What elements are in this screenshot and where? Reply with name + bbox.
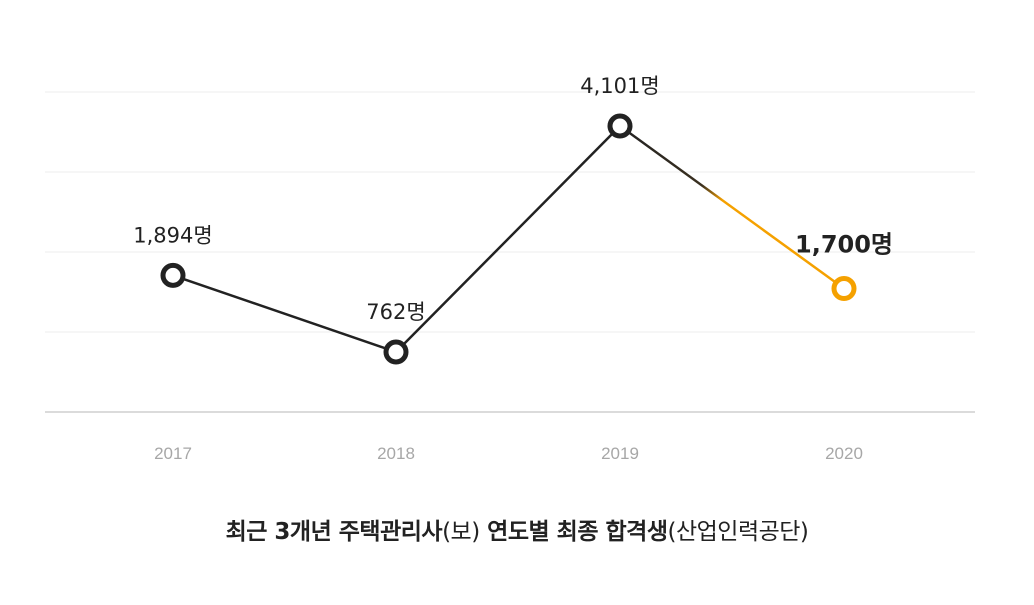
data-label-2019: 4,101명 <box>580 74 659 98</box>
x-tick-label-2018: 2018 <box>377 444 415 463</box>
x-tick-labels: 2017 2018 2019 2020 <box>154 444 863 463</box>
chart-caption: 최근 3개년 주택관리사(보) 연도별 최종 합격생(산업인력공단) <box>0 512 1034 546</box>
caption-main: 최근 3개년 주택관리사 <box>225 519 443 545</box>
series-segment <box>172 274 397 354</box>
data-label-2018: 762명 <box>366 300 425 324</box>
series-segment <box>619 124 845 290</box>
data-point-2017 <box>160 262 186 288</box>
line-chart: 1,894명 762명 4,101명 1,700명 2017 2018 2019 2020 <box>45 74 975 463</box>
x-tick-label-2019: 2019 <box>601 444 639 463</box>
series-lines <box>172 124 845 354</box>
grid-lines <box>45 91 975 413</box>
data-point-2018 <box>383 339 409 365</box>
data-label-2020: 1,700명 <box>795 231 893 259</box>
data-label-2017: 1,894명 <box>133 223 212 247</box>
series-segment <box>395 125 621 353</box>
data-point-2020 <box>831 276 857 302</box>
x-tick-label-2020: 2020 <box>825 444 863 463</box>
caption-subject: 연도별 최종 합격생 <box>479 519 668 545</box>
x-tick-label-2017: 2017 <box>154 444 192 463</box>
data-points <box>160 113 857 365</box>
caption-qualifier: (보) <box>442 519 480 545</box>
data-labels: 1,894명 762명 4,101명 1,700명 <box>133 74 893 324</box>
data-point-2019 <box>607 113 633 139</box>
caption-source: (산업인력공단) <box>667 519 809 545</box>
